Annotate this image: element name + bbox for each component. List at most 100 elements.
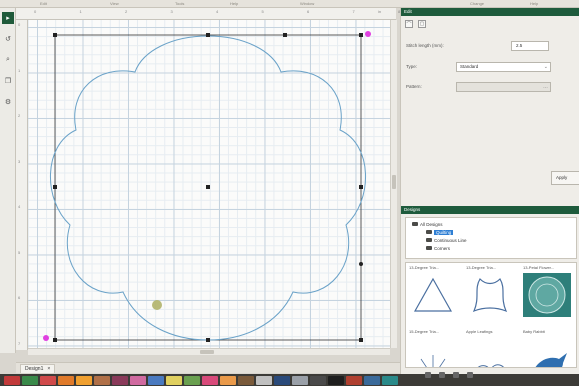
menu-item[interactable]: Window — [300, 1, 315, 6]
ruler-top: 0 1 2 3 4 5 6 7 8 in — [16, 8, 400, 20]
thumbnail-fan[interactable] — [409, 337, 457, 367]
rotate-handle — [365, 31, 371, 37]
thread-color-swatch[interactable] — [382, 375, 398, 385]
ruler-left-label: 2 — [18, 113, 21, 118]
tree-item-label: Continuous Line — [434, 237, 467, 243]
ruler-top-label: 6 — [307, 9, 310, 14]
thread-color-swatch[interactable] — [274, 375, 290, 385]
properties-header: Edit — [401, 8, 579, 16]
menu-item[interactable]: Help — [230, 1, 239, 6]
fan-icon — [420, 355, 446, 367]
thumbnail-bird[interactable] — [523, 337, 571, 367]
menu-item[interactable]: Tools — [175, 1, 185, 6]
thumbnail-triangle[interactable] — [409, 273, 457, 317]
tree-item-label: Quilting — [434, 229, 454, 235]
pattern-select[interactable]: … — [456, 82, 551, 92]
ruler-top-label: 0 — [34, 9, 37, 14]
thread-color-swatch[interactable] — [112, 375, 128, 385]
thread-color-swatch[interactable] — [148, 375, 164, 385]
select-arrow-icon[interactable]: ▸ — [2, 12, 14, 24]
import-icon[interactable] — [425, 372, 431, 378]
tree-item[interactable]: Corners — [426, 245, 450, 251]
thumbnail-applique[interactable] — [466, 273, 514, 317]
delete-icon[interactable] — [467, 372, 473, 378]
horizontal-scroll-thumb[interactable] — [200, 350, 214, 354]
thread-color-swatch[interactable] — [238, 375, 254, 385]
document-tab-label: Design1 — [25, 366, 44, 372]
tree-item[interactable]: Continuous Line — [426, 237, 467, 243]
applique-icon — [472, 278, 508, 313]
folder-icon — [426, 238, 432, 242]
thread-color-swatch[interactable] — [292, 375, 308, 385]
thread-color-swatch[interactable] — [346, 375, 362, 385]
thumbnail-leaf[interactable] — [466, 337, 514, 367]
folder-icon — [412, 222, 418, 226]
thread-color-swatch[interactable] — [256, 375, 272, 385]
ruler-top-label: 4 — [216, 9, 219, 14]
ruler-top-label: 7 — [352, 9, 355, 14]
thumbnail-flower[interactable] — [523, 273, 571, 317]
menu-item[interactable]: View — [110, 1, 119, 6]
thread-color-swatch[interactable] — [166, 375, 182, 385]
tree-item[interactable]: Quilting — [426, 229, 454, 235]
stitch-length-input[interactable]: 2.5 — [511, 41, 549, 51]
ruler-left-label: 1 — [18, 67, 21, 73]
ruler-unit-label: in — [378, 9, 382, 14]
canvas-drawing — [43, 31, 371, 342]
menu-item[interactable]: Help — [530, 1, 539, 6]
thread-color-swatch[interactable] — [184, 375, 200, 385]
ruler-left-label: 4 — [18, 204, 21, 209]
menu-item[interactable]: Change — [470, 1, 485, 6]
thread-color-swatch[interactable] — [94, 375, 110, 385]
copy-icon[interactable]: ❐ — [4, 78, 12, 85]
chevron-down-icon: ⌄ — [543, 64, 548, 70]
thread-color-swatch[interactable] — [22, 375, 38, 385]
thread-color-swatch[interactable] — [364, 375, 380, 385]
document-tab[interactable]: Design1 × — [20, 364, 56, 373]
favorite-icon[interactable] — [453, 372, 459, 378]
vertical-scrollbar[interactable] — [390, 20, 397, 348]
resize-handle — [43, 335, 49, 341]
thread-color-swatch[interactable] — [130, 375, 146, 385]
thread-color-swatch[interactable] — [310, 375, 326, 385]
fill-icon[interactable]: ▢ — [418, 20, 426, 28]
ruler-top-label: 3 — [170, 9, 173, 14]
type-select-value: Standard — [460, 64, 479, 69]
right-panel: Edit ⌒ ▢ Stitch length (mm): 2.5 Type: S… — [400, 8, 579, 378]
thread-color-swatch[interactable] — [58, 375, 74, 385]
thread-color-swatch[interactable] — [76, 375, 92, 385]
ruler-left-label: 3 — [18, 158, 21, 164]
design-thumbnails: 13-Degree Tria... 13-Degree Tria... 13-Pet… — [405, 262, 577, 368]
ruler-top-label: 8 — [398, 9, 400, 14]
thread-color-swatch[interactable] — [4, 375, 20, 385]
thumbnail-caption: Baby Rabbit — [523, 329, 545, 334]
thread-color-swatch[interactable] — [220, 375, 236, 385]
ruler-top-label: 5 — [261, 9, 264, 14]
flower-icon — [528, 276, 566, 314]
ellipsis-icon: … — [543, 84, 548, 90]
vertical-scroll-thumb[interactable] — [392, 175, 396, 189]
zoom-icon[interactable]: ⌕ — [6, 56, 10, 63]
thread-color-swatch[interactable] — [40, 375, 56, 385]
apply-button[interactable]: Apply — [551, 171, 579, 185]
thread-color-swatch[interactable] — [202, 375, 218, 385]
stitch-icon[interactable]: ⌒ — [405, 20, 413, 28]
thread-color-bar — [0, 374, 579, 386]
tree-item-label: All Designs — [420, 221, 443, 227]
undo-icon[interactable]: ↺ — [5, 36, 11, 43]
thumbnail-caption: 13-Degree Tria... — [466, 265, 497, 270]
tree-item[interactable]: All Designs — [412, 221, 443, 227]
thread-color-swatch[interactable] — [328, 375, 344, 385]
settings-icon[interactable]: ⚙ — [4, 99, 12, 106]
menu-item[interactable]: Edit — [40, 1, 47, 6]
thumbnail-caption: 15-Degree Tria... — [409, 329, 440, 334]
ruler-left-label: 7 — [18, 340, 21, 346]
save-icon[interactable] — [439, 372, 445, 378]
document-tab-bar: Design1 × — [16, 362, 400, 373]
horizontal-scrollbar[interactable] — [28, 348, 390, 355]
type-select[interactable]: Standard ⌄ — [456, 62, 551, 72]
design-canvas[interactable] — [28, 20, 390, 348]
ruler-top-label: 2 — [125, 9, 128, 14]
close-icon[interactable]: × — [47, 366, 51, 372]
